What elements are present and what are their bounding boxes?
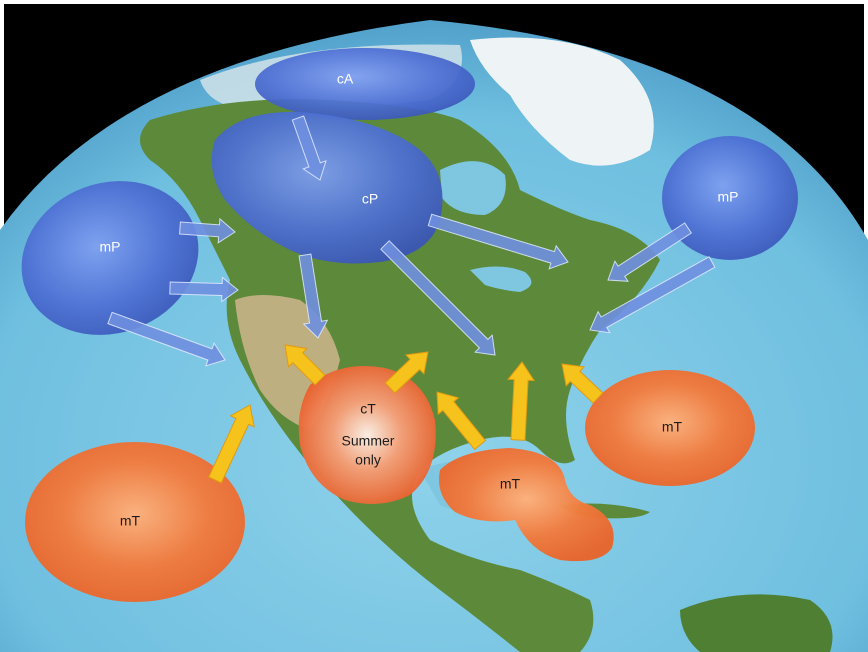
air-mass-blob xyxy=(211,111,443,264)
air-mass-blob xyxy=(585,370,755,486)
air-mass-mt-pacific: mT xyxy=(25,442,245,602)
air-mass-mt-atlantic: mT xyxy=(585,370,755,486)
air-mass-blob xyxy=(21,181,199,335)
arrow-cp-southwest xyxy=(298,253,329,339)
arrow-ca-to-cp xyxy=(291,115,327,181)
greenland-ice xyxy=(470,37,654,166)
air-mass-blob xyxy=(25,442,245,602)
arrow-cp-east xyxy=(427,213,569,270)
great-lakes xyxy=(470,266,532,292)
arrow-ct-west xyxy=(284,344,326,386)
air-mass-ct-mexico: cT Summer only xyxy=(298,366,436,504)
arrow-mp-pacific-3 xyxy=(107,311,226,367)
air-mass-cp-canada: cP xyxy=(211,111,443,264)
air-mass-blob xyxy=(662,136,798,260)
arrow-mt-pacific xyxy=(208,404,255,484)
air-mass-label: mT xyxy=(500,476,521,492)
air-mass-ca-north: cA xyxy=(255,48,475,120)
air-mass-mp-atlantic: mP xyxy=(662,136,798,260)
movement-arrows xyxy=(107,115,716,484)
air-mass-label: cP xyxy=(362,191,378,207)
air-mass-label: cA xyxy=(337,71,354,87)
air-mass-sublabel-line1: Summer xyxy=(342,433,395,449)
air-mass-blob xyxy=(439,448,614,562)
arrow-mt-atlantic xyxy=(561,363,604,404)
south-america xyxy=(680,594,833,652)
arrow-ct-east xyxy=(384,351,429,394)
air-mass-blob xyxy=(298,366,436,504)
air-mass-mt-gulf: mT xyxy=(439,448,614,562)
arrow-mp-atlantic-2 xyxy=(589,256,716,334)
air-mass-label: mT xyxy=(662,419,683,435)
arrow-mp-pacific-1 xyxy=(179,217,236,244)
air-mass-label: cT xyxy=(360,401,376,417)
air-mass-label: mP xyxy=(718,189,739,205)
arrow-mt-gulf-1 xyxy=(436,391,487,451)
air-mass-label: mP xyxy=(100,239,121,255)
air-mass-label: mT xyxy=(120,513,141,529)
arrow-mt-gulf-2 xyxy=(507,361,536,441)
arrow-cp-south xyxy=(380,240,496,356)
air-mass-mp-pacific: mP xyxy=(21,181,199,335)
arrow-mp-atlantic-1 xyxy=(607,222,692,282)
air-mass-blob xyxy=(255,48,475,120)
arrow-mp-pacific-2 xyxy=(169,276,239,303)
air-mass-sublabel-line2: only xyxy=(355,452,381,468)
hudson-bay xyxy=(440,161,506,215)
